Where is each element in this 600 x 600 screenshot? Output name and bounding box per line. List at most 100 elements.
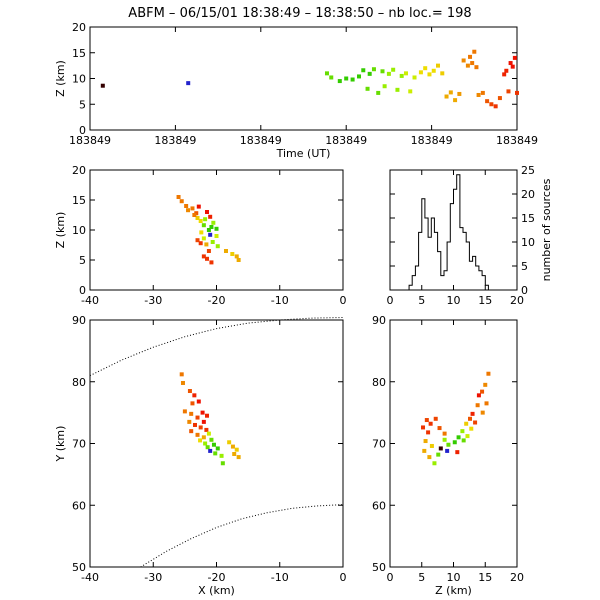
data-point	[179, 199, 184, 204]
data-point	[189, 411, 194, 416]
data-point	[206, 228, 211, 232]
data-point	[510, 64, 515, 69]
data-point	[476, 92, 481, 97]
data-point	[408, 89, 413, 94]
data-point	[395, 87, 400, 92]
x-tick-label: -30	[144, 571, 162, 584]
data-point	[232, 451, 237, 456]
data-point	[371, 67, 376, 72]
data-point	[469, 426, 474, 431]
data-point	[428, 421, 433, 426]
data-point	[100, 83, 105, 88]
data-point	[214, 226, 219, 231]
data-point	[196, 399, 201, 404]
data-point	[357, 74, 362, 79]
y-tick-label: 15	[72, 194, 86, 207]
data-point	[195, 216, 200, 220]
data-point	[457, 91, 462, 96]
data-point	[442, 431, 447, 436]
x-tick-label: -20	[208, 294, 226, 307]
data-point	[438, 446, 443, 451]
data-point	[203, 441, 208, 446]
x-tick-label: -20	[208, 571, 226, 584]
data-point	[204, 242, 209, 247]
data-point	[486, 371, 491, 376]
x-tick-label: 5	[418, 571, 425, 584]
x-tick-label: 183849	[496, 134, 538, 147]
x-tick-label: 10	[447, 294, 461, 307]
data-point	[470, 61, 475, 66]
data-point	[192, 393, 197, 398]
data-point	[473, 420, 478, 425]
data-point	[236, 455, 241, 460]
x-tick-label: 5	[418, 294, 425, 307]
x-tick-label: 183849	[240, 134, 282, 147]
y-tick-label: 20	[72, 164, 86, 177]
y-tick-label: 0	[521, 284, 528, 297]
data-point	[493, 104, 498, 109]
data-point	[437, 426, 442, 431]
data-point	[444, 94, 449, 99]
data-point	[176, 195, 181, 199]
data-point	[512, 55, 517, 60]
data-point	[502, 72, 507, 77]
y-tick-label: 80	[372, 376, 386, 389]
data-point	[418, 70, 423, 75]
data-point	[448, 90, 453, 95]
data-point	[195, 238, 200, 243]
y-tick-label: 5	[79, 254, 86, 267]
data-point	[215, 446, 220, 451]
data-point	[361, 68, 366, 73]
y-tick-label: 20	[521, 188, 535, 201]
data-point	[382, 84, 387, 89]
data-point	[367, 71, 372, 76]
data-point	[350, 77, 355, 82]
x-tick-label: 183849	[69, 134, 111, 147]
x-axis-label: Time (UT)	[276, 147, 331, 160]
data-point	[427, 72, 432, 77]
data-point	[200, 410, 205, 415]
x-tick-label: -10	[271, 571, 289, 584]
data-point	[213, 451, 218, 456]
data-point	[184, 204, 189, 208]
y-axis-label: number of sources	[540, 178, 553, 281]
x-tick-label: 0	[340, 294, 347, 307]
data-point	[380, 69, 385, 74]
x-tick-label: 15	[478, 571, 492, 584]
data-point	[452, 440, 457, 445]
data-point	[468, 416, 473, 421]
data-point	[480, 389, 485, 394]
data-point	[198, 438, 203, 443]
x-tick-label: -40	[81, 294, 99, 307]
data-point	[399, 73, 404, 78]
data-point	[421, 425, 426, 430]
y-tick-label: 5	[521, 260, 528, 273]
data-point	[198, 241, 203, 246]
x-tick-label: 183849	[154, 134, 196, 147]
plot-frame	[389, 169, 518, 291]
y-tick-label: 70	[372, 438, 386, 451]
data-point	[210, 240, 215, 244]
data-point	[474, 65, 479, 70]
data-point	[195, 432, 200, 437]
x-tick-label: 0	[340, 571, 347, 584]
data-point	[209, 437, 214, 442]
y-tick-label: 80	[72, 376, 86, 389]
data-point	[468, 54, 473, 59]
data-point	[423, 66, 428, 71]
data-point	[234, 447, 239, 452]
data-point	[461, 58, 466, 63]
data-point	[475, 403, 480, 408]
chart-plan-view: -40 -30 -20 -10 0 50 60 70 80 90 X (km) Y (km)	[54, 314, 347, 597]
y-tick-label: 10	[72, 224, 86, 237]
x-tick-label: -10	[271, 294, 289, 307]
data-point	[206, 249, 211, 253]
data-point	[456, 435, 461, 440]
data-point	[453, 98, 458, 103]
plots: 183849 183849 183849 183849 183849 1838490510…	[54, 21, 553, 597]
data-point	[190, 401, 195, 406]
data-point	[391, 67, 396, 72]
x-tick-label: 20	[510, 571, 524, 584]
data-point	[483, 382, 488, 387]
data-point	[206, 431, 211, 436]
